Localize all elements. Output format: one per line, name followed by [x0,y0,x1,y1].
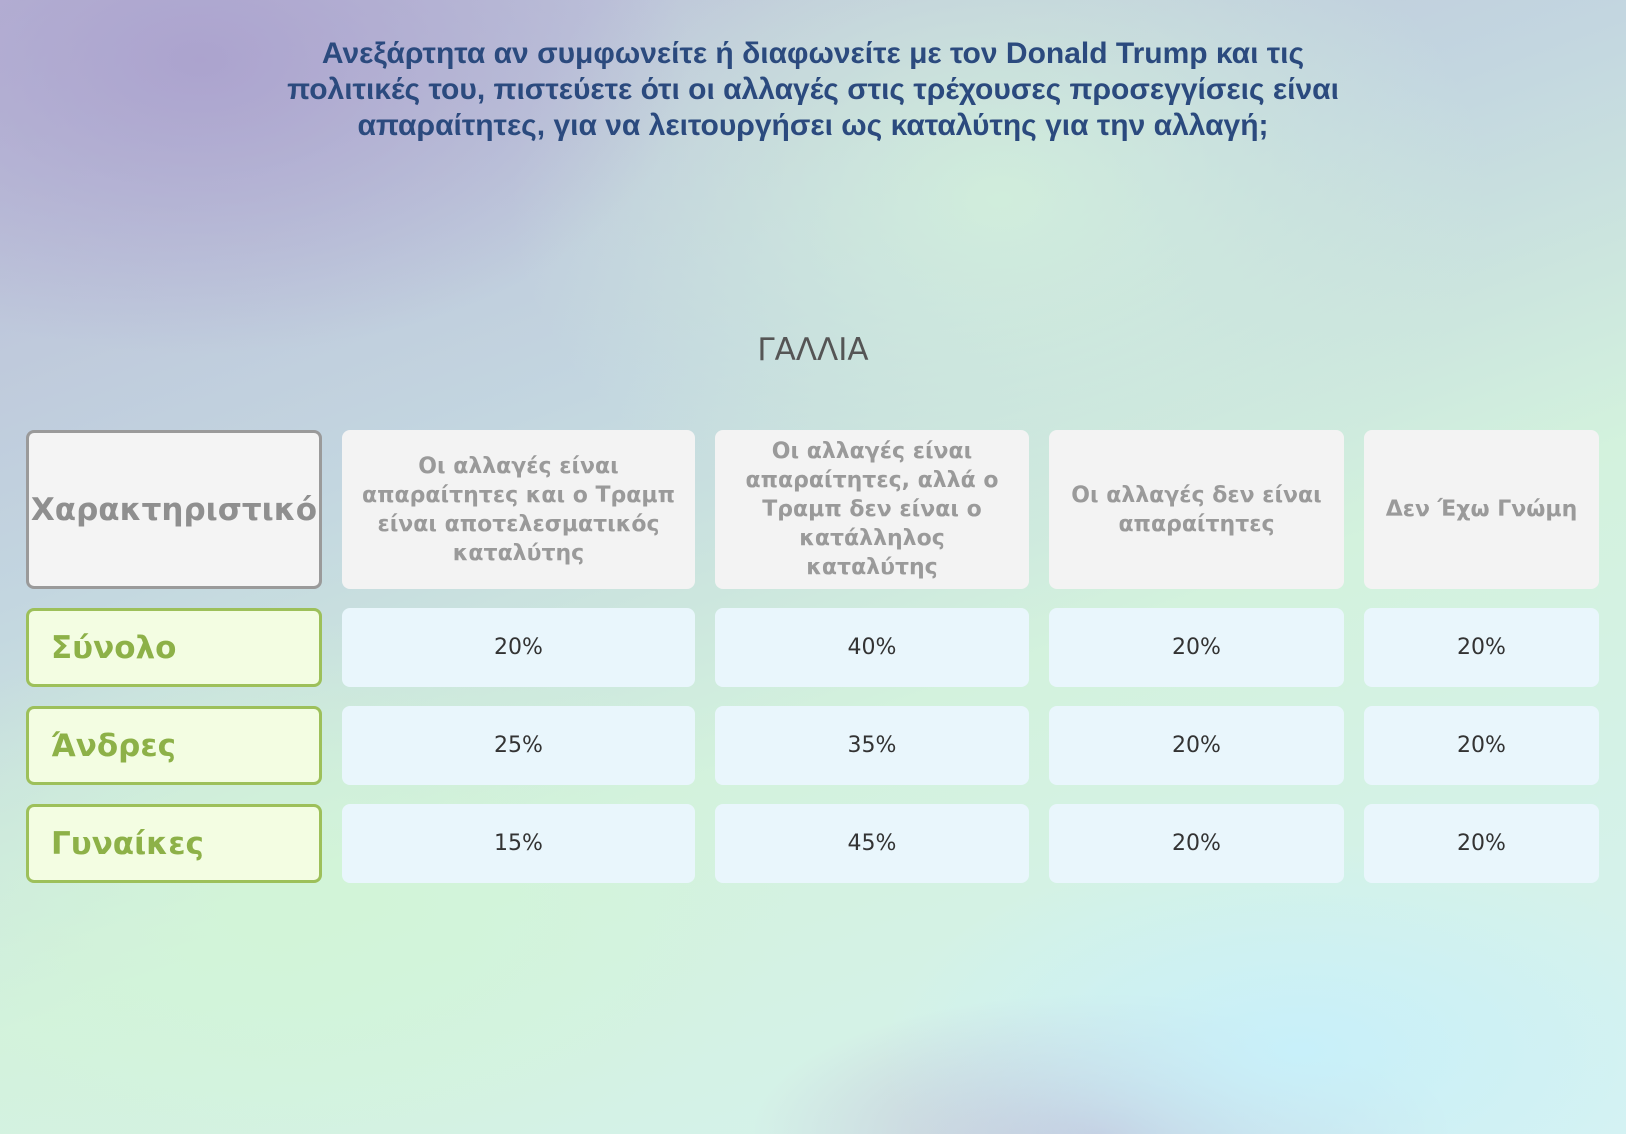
value-cell: 20% [1049,804,1344,883]
header-cell: Δεν Έχω Γνώμη [1364,430,1599,589]
row-label: Σύνολο [26,608,322,687]
table: Χαρακτηριστικό Οι αλλαγές είναι απαραίτητ… [26,430,1599,883]
value-cell: 20% [1049,706,1344,785]
row-label: Άνδρες [26,706,322,785]
header-cell: Οι αλλαγές δεν είναι απαραίτητες [1049,430,1344,589]
value-cell: 25% [342,706,695,785]
header-cell: Χαρακτηριστικό [26,430,322,589]
subtitle: ΓΑΛΛΙΑ [757,332,869,368]
value-cell: 20% [1364,706,1599,785]
value-cell: 35% [715,706,1029,785]
title: Ανεξάρτητα αν συμφωνείτε ή διαφωνείτε με… [287,37,1339,142]
header-cell: Οι αλλαγές είναι απαραίτητες και ο Τραμπ… [342,430,695,589]
value-cell: 40% [715,608,1029,687]
value-cell: 15% [342,804,695,883]
value-cell: 20% [342,608,695,687]
header-cell: Οι αλλαγές είναι απαραίτητες, αλλά ο Τρα… [715,430,1029,589]
value-cell: 20% [1049,608,1344,687]
value-cell: 45% [715,804,1029,883]
value-cell: 20% [1364,804,1599,883]
value-cell: 20% [1364,608,1599,687]
row-label: Γυναίκες [26,804,322,883]
